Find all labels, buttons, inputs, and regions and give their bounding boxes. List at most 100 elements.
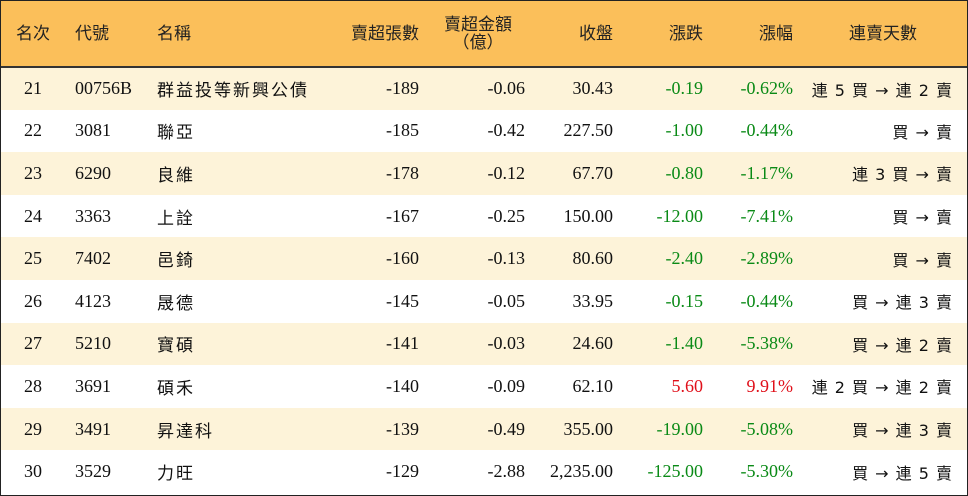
cell-close: 2,235.00 <box>550 461 613 482</box>
cell-net-sell-amount: -0.42 <box>487 120 526 141</box>
cell-rank: 27 <box>24 333 42 354</box>
table-row[interactable]: 23 6290 良維 -178 -0.12 67.70 -0.80 -1.17% 連 3 買 →… <box>1 152 967 195</box>
cell-close: 30.43 <box>572 78 614 99</box>
cell-rank: 30 <box>24 461 42 482</box>
cell-rank: 29 <box>24 418 42 439</box>
cell-net-sell-amount: -0.09 <box>487 375 526 396</box>
cell-name: 邑錡 <box>157 251 195 272</box>
cell-code: 3491 <box>75 418 111 439</box>
cell-rank: 28 <box>24 375 42 396</box>
cell-code: 6290 <box>75 162 111 183</box>
cell-close: 67.70 <box>572 162 614 183</box>
header-net-sell-lots[interactable]: 賣超張數 <box>351 23 419 44</box>
cell-net-sell-lots: -189 <box>386 78 419 99</box>
table-row[interactable]: 24 3363 上詮 -167 -0.25 150.00 -12.00 -7.41% 買 → 賣 <box>1 194 967 238</box>
cell-net-sell-amount: -0.05 <box>487 290 526 311</box>
table-row[interactable]: 28 3691 碩禾 -140 -0.09 62.10 5.60 9.91% 連 2 買 → 連… <box>1 365 967 408</box>
cell-change: -12.00 <box>656 205 704 226</box>
header-change[interactable]: 漲跌 <box>669 23 703 44</box>
cell-consecutive-days: 連 2 買 → 連 2 賣 <box>811 378 953 398</box>
cell-name: 晟德 <box>157 293 195 314</box>
cell-net-sell-amount: -0.12 <box>487 162 526 183</box>
cell-net-sell-lots: -167 <box>386 205 419 226</box>
header-net-sell-amount-line1: 賣超金額 <box>444 14 512 35</box>
cell-consecutive-days: 買 → 連 5 賣 <box>852 463 953 483</box>
cell-consecutive-days: 連 5 買 → 連 2 賣 <box>811 80 953 100</box>
cell-net-sell-lots: -178 <box>386 162 419 183</box>
header-name[interactable]: 名稱 <box>157 23 191 44</box>
cell-consecutive-days: 連 3 買 → 賣 <box>852 165 953 185</box>
table-row[interactable]: 26 4123 晟德 -145 -0.05 33.95 -0.15 -0.44% 買 → 連 3… <box>1 279 967 323</box>
cell-consecutive-days: 買 → 賣 <box>892 250 953 270</box>
cell-close: 150.00 <box>563 205 614 226</box>
cell-change: -2.40 <box>665 248 704 269</box>
cell-rank: 23 <box>24 162 42 183</box>
cell-change-pct: -1.17% <box>740 162 794 183</box>
cell-consecutive-days: 買 → 連 3 賣 <box>852 293 953 313</box>
cell-change: -125.00 <box>647 461 704 482</box>
cell-code: 7402 <box>75 248 111 269</box>
cell-net-sell-lots: -129 <box>386 461 419 482</box>
cell-change: -1.40 <box>665 333 704 354</box>
table-header: 名次 代號 名稱 賣超張數 賣超金額 （億） 收盤 漲跌 漲幅 連賣天數 <box>1 1 967 67</box>
table-row[interactable]: 29 3491 昇達科 -139 -0.49 355.00 -19.00 -5.08% 買 → … <box>1 407 967 451</box>
table-row[interactable]: 25 7402 邑錡 -160 -0.13 80.60 -2.40 -2.89% 買 → 賣 <box>1 237 967 280</box>
cell-close: 24.60 <box>572 333 614 354</box>
cell-change-pct: -0.44% <box>740 290 794 311</box>
cell-name: 碩禾 <box>157 378 195 399</box>
cell-rank: 21 <box>24 78 42 99</box>
cell-change: -0.19 <box>665 78 704 99</box>
cell-code: 3691 <box>75 375 111 396</box>
cell-close: 62.10 <box>572 375 614 396</box>
cell-code: 4123 <box>75 290 111 311</box>
cell-change-pct: -2.89% <box>740 248 794 269</box>
table-row[interactable]: 27 5210 寶碩 -141 -0.03 24.60 -1.40 -5.38% 買 → 連 2… <box>1 322 967 366</box>
cell-close: 227.50 <box>563 120 614 141</box>
cell-change: -19.00 <box>656 418 704 439</box>
cell-net-sell-lots: -139 <box>386 418 419 439</box>
cell-change-pct: -5.38% <box>740 333 794 354</box>
table-row[interactable]: 30 3529 力旺 -129 -2.88 2,235.00 -125.00 -5.30% 買 … <box>1 450 967 493</box>
cell-net-sell-lots: -141 <box>386 333 419 354</box>
cell-code: 3363 <box>75 205 111 226</box>
cell-change: -1.00 <box>665 120 704 141</box>
cell-net-sell-amount: -0.06 <box>487 78 526 99</box>
header-change-pct[interactable]: 漲幅 <box>759 23 793 44</box>
header-net-sell-amount[interactable]: 賣超金額 （億） <box>425 1 531 67</box>
cell-code: 3529 <box>75 461 111 482</box>
header-net-sell-amount-line2: （億） <box>452 32 504 53</box>
cell-net-sell-lots: -145 <box>386 290 419 311</box>
cell-change-pct: -7.41% <box>740 205 794 226</box>
cell-change-pct: -5.30% <box>740 461 794 482</box>
cell-consecutive-days: 買 → 賣 <box>892 122 953 142</box>
cell-change-pct: -0.62% <box>740 78 794 99</box>
cell-name: 聯亞 <box>157 123 195 144</box>
cell-name: 力旺 <box>157 464 195 485</box>
cell-change-pct: -5.08% <box>740 418 794 439</box>
cell-net-sell-lots: -160 <box>386 248 419 269</box>
cell-net-sell-amount: -0.25 <box>487 205 526 226</box>
table-row[interactable]: 21 00756B 群益投等新興公債 -189 -0.06 30.43 -0.19 -0.62… <box>1 67 967 110</box>
cell-close: 33.95 <box>572 290 614 311</box>
cell-change: -0.80 <box>665 162 704 183</box>
header-rank[interactable]: 名次 <box>16 23 50 44</box>
cell-code: 3081 <box>75 120 111 141</box>
cell-consecutive-days: 買 → 連 2 賣 <box>852 335 953 355</box>
cell-close: 80.60 <box>572 248 614 269</box>
cell-code: 5210 <box>75 333 111 354</box>
header-code[interactable]: 代號 <box>75 23 109 44</box>
cell-consecutive-days: 買 → 連 3 賣 <box>852 421 953 441</box>
cell-change-pct: -0.44% <box>740 120 794 141</box>
table-row[interactable]: 22 3081 聯亞 -185 -0.42 227.50 -1.00 -0.44% 買 → 賣 <box>1 109 967 153</box>
cell-name: 群益投等新興公債 <box>157 81 309 102</box>
cell-rank: 25 <box>24 248 42 269</box>
cell-name: 昇達科 <box>157 421 214 442</box>
cell-net-sell-amount: -2.88 <box>487 461 526 482</box>
header-row: 名次 代號 名稱 賣超張數 賣超金額 （億） 收盤 漲跌 漲幅 連賣天數 <box>1 1 967 67</box>
cell-net-sell-amount: -0.49 <box>487 418 526 439</box>
header-consecutive-days[interactable]: 連賣天數 <box>849 23 917 44</box>
header-close[interactable]: 收盤 <box>579 23 613 44</box>
cell-consecutive-days: 買 → 賣 <box>892 208 953 228</box>
